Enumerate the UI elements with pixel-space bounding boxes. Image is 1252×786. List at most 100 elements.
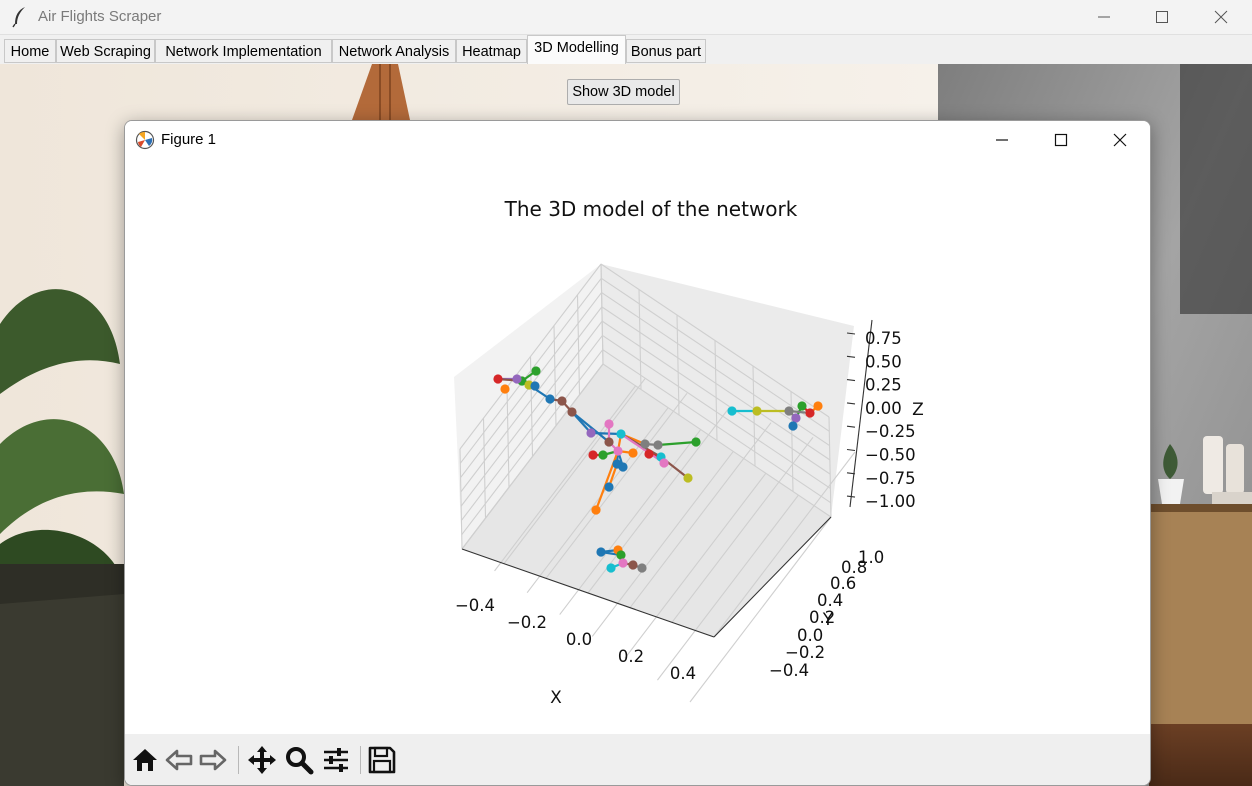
y-tick-label: 0.6 xyxy=(830,574,856,593)
network-node xyxy=(813,401,823,411)
figure-maximize-button[interactable] xyxy=(1032,121,1090,159)
pan-icon[interactable] xyxy=(246,744,278,776)
y-tick-label: −0.2 xyxy=(785,643,825,662)
close-icon xyxy=(1113,133,1127,147)
matplotlib-icon xyxy=(135,130,155,150)
save-icon[interactable] xyxy=(366,744,398,776)
figure-title-bar: Figure 1 xyxy=(125,121,1150,159)
x-tick-label: −0.2 xyxy=(507,613,547,632)
z-tick-label: 0.00 xyxy=(865,399,902,418)
network-node xyxy=(557,396,567,406)
network-node xyxy=(588,450,598,460)
chart-title: The 3D model of the network xyxy=(504,197,798,221)
tab-bonus-part[interactable]: Bonus part xyxy=(626,39,706,63)
tab-3d-modelling[interactable]: 3D Modelling xyxy=(527,35,626,64)
z-tick-label: −0.50 xyxy=(865,446,916,465)
network-node xyxy=(752,406,762,416)
figure-window: Figure 1 The 3D model of the network 0.7… xyxy=(124,120,1151,786)
x-axis-label: X xyxy=(550,688,562,708)
back-icon[interactable] xyxy=(163,744,195,776)
figure-title: Figure 1 xyxy=(161,131,217,148)
network-node xyxy=(727,406,737,416)
network-node xyxy=(598,450,608,460)
network-node xyxy=(604,437,614,447)
network-node xyxy=(797,401,807,411)
network-node xyxy=(613,446,623,456)
minimize-button[interactable] xyxy=(1075,0,1133,34)
network-node xyxy=(618,558,628,568)
network-node xyxy=(784,406,794,416)
z-tick-label: −0.25 xyxy=(865,422,916,441)
z-tick-label: 0.50 xyxy=(865,352,902,371)
close-icon xyxy=(1214,10,1228,24)
toolbar-separator xyxy=(360,746,361,774)
network-node xyxy=(791,413,801,423)
minimize-icon xyxy=(1098,16,1110,18)
network-node xyxy=(616,429,626,439)
maximize-icon xyxy=(1156,11,1168,23)
y-tick-label: 1.0 xyxy=(858,548,884,567)
network-node xyxy=(653,440,663,450)
network-node xyxy=(805,408,815,418)
network-edge xyxy=(571,411,610,443)
network-edge xyxy=(657,440,697,447)
network-node xyxy=(512,374,522,384)
feather-icon xyxy=(12,7,25,28)
network-node xyxy=(586,428,596,438)
tab-network-analysis[interactable]: Network Analysis xyxy=(332,39,456,63)
forward-icon[interactable] xyxy=(197,744,229,776)
network-node xyxy=(530,381,540,391)
minimize-icon xyxy=(996,139,1008,141)
figure-close-button[interactable] xyxy=(1091,121,1149,159)
network-node xyxy=(500,384,510,394)
network-node xyxy=(567,407,577,417)
z-tick-label: 0.25 xyxy=(865,376,902,395)
zoom-icon[interactable] xyxy=(283,744,315,776)
network-node xyxy=(659,458,669,468)
tab-heatmap[interactable]: Heatmap xyxy=(456,39,527,63)
x-tick-label: 0.4 xyxy=(670,664,696,683)
figure-minimize-button[interactable] xyxy=(973,121,1031,159)
y-tick-label: 0.8 xyxy=(841,558,867,577)
app-title: Air Flights Scraper xyxy=(38,8,162,25)
x-tick-label: 0.2 xyxy=(618,647,644,666)
figure-toolbar xyxy=(125,734,1150,785)
3d-network-chart[interactable]: The 3D model of the network 0.75 0.50 0.25… xyxy=(125,159,1150,734)
plot-canvas[interactable]: The 3D model of the network 0.75 0.50 0.25… xyxy=(125,159,1150,734)
network-node xyxy=(596,547,606,557)
tab-bar: Home Web Scraping Network Implementation… xyxy=(0,34,1252,65)
close-button[interactable] xyxy=(1192,0,1250,34)
tab-network-implementation[interactable]: Network Implementation xyxy=(155,39,332,63)
y-axis-label: Y xyxy=(822,610,834,630)
network-node xyxy=(618,462,628,472)
network-node xyxy=(604,419,614,429)
show-3d-model-button[interactable]: Show 3D model xyxy=(567,79,680,105)
z-axis-label: Z xyxy=(912,400,924,420)
network-node xyxy=(788,421,798,431)
y-tick-label: −0.4 xyxy=(769,661,809,680)
network-node xyxy=(628,560,638,570)
z-tick-label: −1.00 xyxy=(865,492,916,511)
configure-icon[interactable] xyxy=(320,744,352,776)
network-node xyxy=(493,374,503,384)
maximize-button[interactable] xyxy=(1133,0,1191,34)
network-node xyxy=(545,394,555,404)
tab-home[interactable]: Home xyxy=(4,39,56,63)
3d-axes: 0.75 0.50 0.25 0.00 −0.25 −0.50 −0.75 −1.00 −0.4… xyxy=(454,263,916,703)
network-node xyxy=(644,449,654,459)
y-tick-label: 0.0 xyxy=(797,626,823,645)
maximize-icon xyxy=(1054,133,1068,147)
network-node xyxy=(637,563,647,573)
axis-labels: X Y Z xyxy=(550,400,924,708)
tab-web-scraping[interactable]: Web Scraping xyxy=(56,39,155,63)
y-tick-label: 0.4 xyxy=(817,591,843,610)
main-title-bar: Air Flights Scraper xyxy=(0,0,1252,34)
toolbar-separator xyxy=(238,746,239,774)
y-tick-label: 0.2 xyxy=(809,608,835,627)
network-node xyxy=(628,448,638,458)
z-tick-label: 0.75 xyxy=(865,329,902,348)
home-icon[interactable] xyxy=(129,744,161,776)
x-tick-label: 0.0 xyxy=(566,630,592,649)
network-node xyxy=(604,482,614,492)
network-nodes xyxy=(493,366,823,573)
